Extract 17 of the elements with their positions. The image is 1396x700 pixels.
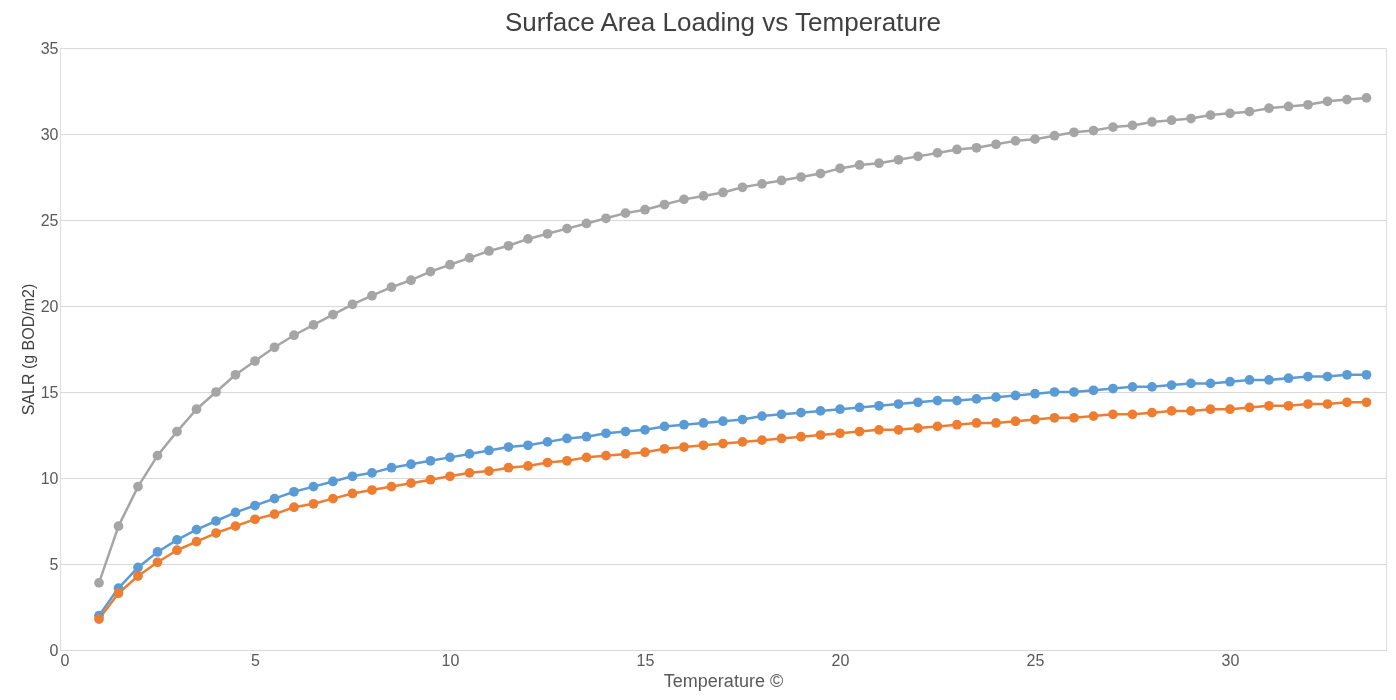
y-axis-title: SALR (g BOD/m2) [19,283,37,416]
x-axis-title: Temperature © [663,670,784,691]
y-tick-label: 10 [40,469,59,487]
x-tick-label: 20 [831,651,850,669]
x-tick-label: 25 [1026,651,1045,669]
y-tick-label: 15 [40,383,59,401]
y-tick-label: 20 [40,297,59,315]
chart-title: Surface Area Loading vs Temperature [504,7,942,37]
x-tick-label: 10 [441,651,460,669]
x-tick-label: 0 [60,651,70,669]
y-tick-label: 25 [40,211,59,229]
y-tick-label: 35 [40,39,59,57]
x-tick-label: 5 [251,651,261,669]
x-tick-label: 15 [636,651,655,669]
y-tick-label: 5 [49,555,59,573]
x-tick-label: 30 [1221,651,1240,669]
y-tick-label: 30 [40,125,59,143]
